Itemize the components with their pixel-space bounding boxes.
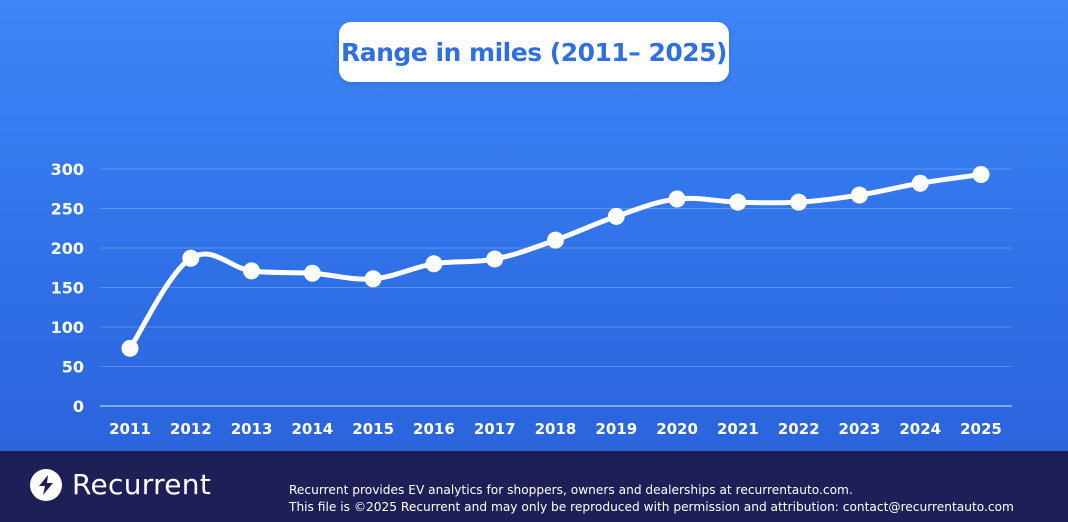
footer-line-2: This file is ©2025 Recurrent and may onl…	[289, 500, 1014, 514]
y-axis-tick-labels: 0 50 100 150 200 250 300	[51, 160, 84, 416]
y-tick-label: 150	[51, 279, 84, 298]
data-point-2012[interactable]	[182, 249, 200, 267]
x-tick-label: 2021	[717, 420, 759, 438]
data-point-2016[interactable]	[425, 255, 443, 273]
footer-disclaimer: Recurrent provides EV analytics for shop…	[289, 482, 1014, 516]
data-point-2025[interactable]	[972, 166, 990, 184]
brand-name: Recurrent	[72, 468, 212, 501]
x-tick-label: 2012	[170, 420, 212, 438]
x-tick-label: 2011	[109, 420, 151, 438]
x-tick-label: 2018	[535, 420, 577, 438]
y-tick-label: 300	[51, 160, 84, 179]
y-tick-label: 0	[73, 397, 84, 416]
data-point-2018[interactable]	[547, 231, 564, 249]
x-tick-label: 2016	[413, 420, 455, 438]
data-point-2023[interactable]	[850, 186, 868, 204]
footer-line-1: Recurrent provides EV analytics for shop…	[289, 483, 853, 497]
x-tick-label: 2023	[839, 420, 881, 438]
gridlines	[100, 168, 1012, 407]
data-point-2015[interactable]	[364, 270, 382, 288]
x-tick-label: 2015	[352, 420, 394, 438]
brand-logo[interactable]: Recurrent	[30, 468, 211, 501]
data-point-2011[interactable]	[121, 339, 139, 357]
chart-title-pill: Range in miles (2011– 2025)	[339, 22, 729, 82]
data-point-2017[interactable]	[486, 250, 504, 268]
x-tick-label: 2017	[474, 420, 516, 438]
data-point-2013[interactable]	[243, 262, 261, 280]
chart-title: Range in miles (2011– 2025)	[341, 37, 728, 67]
data-point-2021[interactable]	[729, 193, 747, 211]
data-point-2019[interactable]	[607, 207, 625, 225]
data-point-2014[interactable]	[303, 264, 321, 282]
data-point-2020[interactable]	[668, 190, 686, 208]
lightning-bolt-icon	[30, 468, 62, 501]
data-point-2024[interactable]	[911, 174, 929, 192]
x-tick-label: 2025	[960, 420, 1002, 438]
y-tick-label: 50	[62, 358, 84, 377]
x-tick-label: 2014	[291, 420, 333, 438]
footer-bar: Recurrent Recurrent provides EV analytic…	[0, 451, 1068, 522]
data-points	[121, 166, 990, 357]
x-tick-label: 2024	[899, 420, 941, 438]
x-tick-label: 2019	[595, 420, 637, 438]
y-tick-label: 250	[51, 200, 84, 219]
x-tick-label: 2022	[778, 420, 820, 438]
x-tick-label: 2020	[656, 420, 698, 438]
x-axis-tick-labels: 2011 2012 2013 2014 2015 2016 2017 2018 2019 2020…	[109, 420, 1002, 438]
data-point-2022[interactable]	[790, 193, 808, 211]
y-tick-label: 200	[51, 239, 84, 258]
y-tick-label: 100	[51, 318, 84, 337]
x-tick-label: 2013	[231, 420, 273, 438]
